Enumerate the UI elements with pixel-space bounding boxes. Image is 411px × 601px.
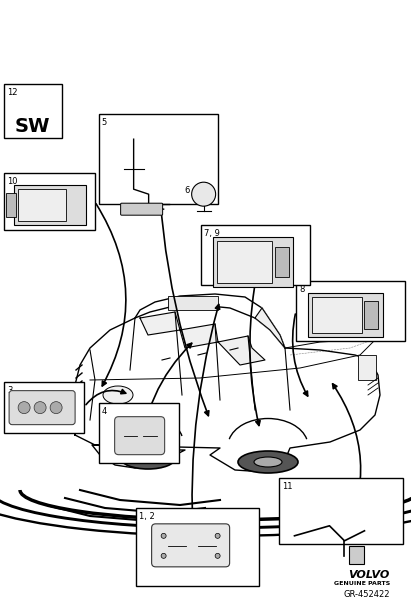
FancyBboxPatch shape (349, 546, 365, 564)
Polygon shape (140, 312, 180, 335)
Text: 3: 3 (7, 386, 12, 395)
Text: 6: 6 (185, 186, 190, 195)
Bar (358, 355, 376, 380)
Text: 7, 9: 7, 9 (204, 230, 220, 239)
Text: 11: 11 (282, 482, 293, 491)
Text: 1, 2: 1, 2 (139, 512, 155, 521)
Bar (312, 297, 362, 334)
Text: SW: SW (14, 117, 50, 136)
FancyBboxPatch shape (115, 416, 165, 455)
FancyBboxPatch shape (275, 248, 289, 278)
Bar (99, 114, 218, 204)
Text: 12: 12 (7, 88, 18, 97)
Text: VOLVO: VOLVO (349, 570, 390, 580)
Bar (18, 189, 66, 221)
Circle shape (50, 401, 62, 413)
Polygon shape (180, 324, 218, 348)
Circle shape (215, 554, 220, 558)
Ellipse shape (120, 447, 175, 469)
Bar (4, 173, 95, 230)
FancyBboxPatch shape (6, 193, 16, 217)
Bar (308, 293, 383, 337)
Bar (168, 296, 218, 310)
Polygon shape (255, 308, 285, 348)
Text: 10: 10 (7, 177, 18, 186)
Circle shape (18, 401, 30, 413)
Ellipse shape (103, 386, 133, 404)
Circle shape (34, 401, 46, 413)
Polygon shape (75, 305, 380, 472)
Text: 4: 4 (102, 407, 107, 416)
FancyBboxPatch shape (121, 203, 163, 215)
Bar (14, 185, 86, 225)
Text: GR-452422: GR-452422 (344, 590, 390, 599)
Circle shape (161, 554, 166, 558)
Bar (201, 225, 310, 285)
FancyBboxPatch shape (9, 391, 75, 425)
Ellipse shape (136, 453, 161, 463)
Bar (279, 478, 403, 544)
Circle shape (215, 533, 220, 538)
Text: 5: 5 (102, 118, 107, 127)
Bar (99, 403, 179, 463)
Circle shape (161, 533, 166, 538)
Bar (217, 242, 272, 284)
Bar (136, 508, 259, 586)
Bar (296, 281, 405, 341)
Text: GENUINE PARTS: GENUINE PARTS (334, 581, 390, 586)
FancyBboxPatch shape (364, 301, 378, 329)
Bar (4, 84, 62, 138)
Bar (213, 237, 293, 287)
Bar (4, 382, 84, 433)
Text: 8: 8 (299, 285, 304, 294)
Circle shape (192, 182, 216, 206)
Polygon shape (218, 336, 265, 365)
Ellipse shape (238, 451, 298, 473)
Ellipse shape (254, 457, 282, 467)
FancyBboxPatch shape (152, 524, 230, 567)
